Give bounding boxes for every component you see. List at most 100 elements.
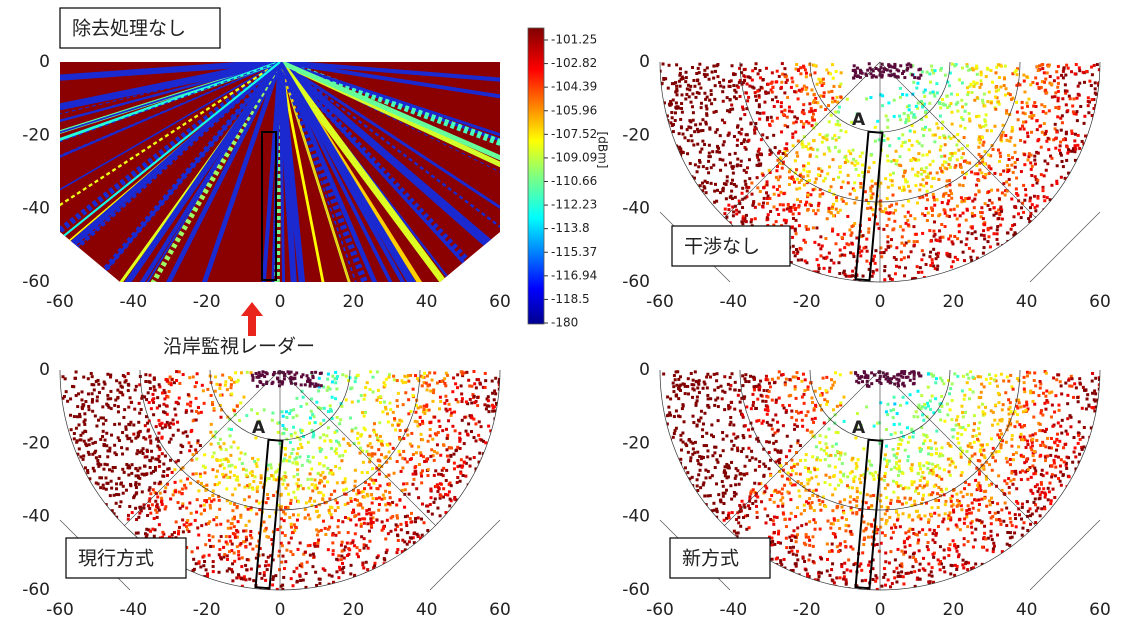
echo bbox=[104, 487, 108, 491]
echo bbox=[933, 267, 937, 271]
echo bbox=[766, 194, 770, 198]
echo bbox=[446, 493, 450, 497]
echo bbox=[808, 178, 812, 182]
echo bbox=[1030, 203, 1034, 207]
echo bbox=[1021, 120, 1025, 124]
echo bbox=[201, 389, 205, 393]
echo bbox=[491, 409, 495, 413]
echo bbox=[829, 386, 833, 390]
echo bbox=[423, 541, 427, 545]
echo bbox=[995, 232, 999, 236]
echo bbox=[898, 86, 902, 90]
echo bbox=[753, 67, 757, 71]
echo bbox=[880, 73, 884, 77]
echo bbox=[904, 120, 908, 124]
echo bbox=[955, 567, 959, 571]
echo bbox=[721, 158, 725, 162]
echo bbox=[818, 194, 822, 198]
echo bbox=[219, 557, 223, 561]
echo bbox=[291, 513, 295, 517]
echo bbox=[102, 486, 106, 490]
echo bbox=[240, 565, 244, 569]
echo bbox=[1079, 105, 1083, 109]
echo bbox=[707, 155, 711, 159]
echo bbox=[322, 433, 326, 437]
echo bbox=[467, 378, 471, 382]
echo bbox=[413, 466, 417, 470]
echo bbox=[408, 442, 412, 446]
echo bbox=[319, 422, 323, 426]
echo bbox=[910, 143, 914, 147]
echo bbox=[356, 503, 360, 507]
echo bbox=[101, 422, 105, 426]
echo bbox=[1008, 531, 1012, 535]
echo bbox=[678, 71, 682, 75]
echo bbox=[898, 155, 902, 159]
echo bbox=[741, 206, 745, 210]
echo bbox=[949, 208, 953, 212]
echo bbox=[103, 382, 107, 386]
echo bbox=[683, 136, 687, 140]
echo bbox=[388, 490, 392, 494]
echo bbox=[743, 217, 747, 221]
echo bbox=[696, 489, 700, 493]
echo bbox=[155, 515, 159, 519]
echo bbox=[957, 78, 961, 82]
echo bbox=[319, 384, 323, 388]
echo bbox=[371, 497, 375, 501]
echo bbox=[326, 466, 330, 470]
echo bbox=[776, 178, 780, 182]
echo bbox=[949, 457, 953, 461]
echo bbox=[675, 87, 679, 91]
echo bbox=[362, 546, 366, 550]
echo bbox=[249, 533, 253, 537]
echo bbox=[915, 86, 919, 90]
echo bbox=[846, 173, 850, 177]
echo bbox=[887, 73, 891, 77]
echo bbox=[206, 522, 210, 526]
echo bbox=[192, 567, 196, 571]
echo bbox=[838, 373, 842, 377]
echo bbox=[1032, 113, 1036, 117]
echo bbox=[223, 383, 227, 387]
echo bbox=[349, 563, 353, 567]
echo bbox=[444, 511, 448, 515]
echo bbox=[242, 540, 246, 544]
echo bbox=[211, 535, 215, 539]
echo bbox=[318, 588, 322, 590]
echo bbox=[770, 71, 774, 75]
echo bbox=[318, 481, 322, 485]
echo bbox=[976, 172, 980, 176]
echo bbox=[698, 184, 702, 188]
echo bbox=[311, 552, 315, 556]
echo bbox=[419, 432, 423, 436]
echo bbox=[432, 449, 436, 453]
echo bbox=[487, 410, 491, 414]
echo bbox=[157, 431, 161, 435]
echo bbox=[821, 77, 825, 81]
echo bbox=[374, 433, 378, 437]
echo bbox=[950, 154, 954, 158]
echo bbox=[203, 499, 207, 503]
echo bbox=[460, 465, 464, 469]
echo bbox=[127, 464, 131, 468]
echo bbox=[203, 453, 207, 457]
echo bbox=[203, 466, 207, 470]
echo bbox=[928, 128, 932, 132]
echo bbox=[248, 577, 252, 581]
echo bbox=[363, 393, 367, 397]
echo bbox=[906, 218, 910, 222]
echo bbox=[227, 567, 231, 571]
echo bbox=[330, 516, 334, 520]
echo bbox=[960, 116, 964, 120]
echo bbox=[114, 398, 118, 402]
echo bbox=[386, 420, 390, 424]
echo bbox=[474, 439, 478, 443]
echo bbox=[431, 391, 435, 395]
echo bbox=[1010, 163, 1014, 167]
echo bbox=[757, 202, 761, 206]
echo bbox=[841, 509, 845, 513]
echo bbox=[229, 445, 233, 449]
echo bbox=[723, 207, 727, 211]
echo bbox=[1015, 73, 1019, 77]
